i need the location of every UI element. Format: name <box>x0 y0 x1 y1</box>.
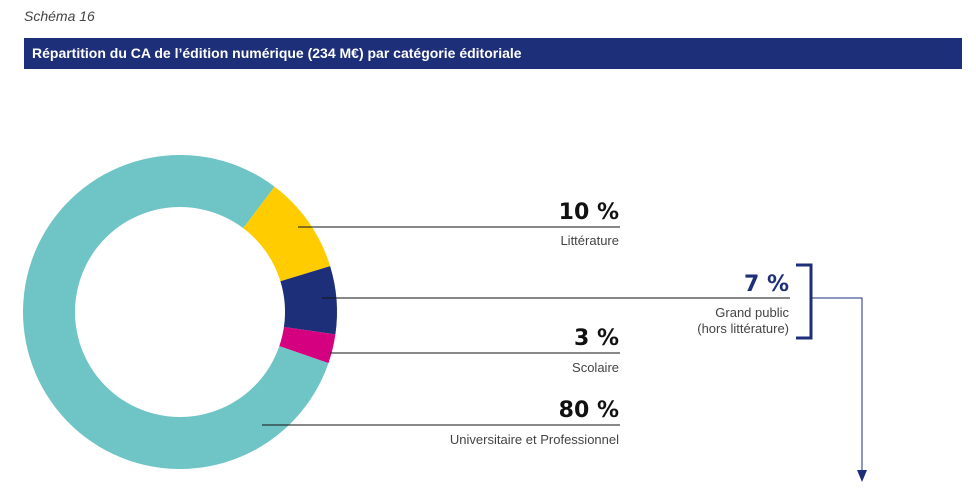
bracket-grand-public <box>796 263 813 340</box>
label-name-scolaire: Scolaire <box>572 360 619 375</box>
donut-slice-grand-public-hors-litt-rature <box>280 266 337 335</box>
donut-slice-litt-rature <box>243 186 331 282</box>
label-value-scolaire: 3 % <box>574 326 619 351</box>
label-value-universitaire: 80 % <box>559 398 619 423</box>
chart-title: Répartition du CA de l’édition numérique… <box>24 38 962 69</box>
arrow-down-icon <box>857 470 867 482</box>
label-name-litterature: Littérature <box>560 233 619 248</box>
label-value-litterature: 10 % <box>559 200 619 225</box>
donut-slice-universitaire-et-professionnel <box>22 155 329 469</box>
donut-slice-scolaire <box>279 326 336 364</box>
label-name-universitaire: Universitaire et Professionnel <box>450 432 619 447</box>
label-name-grand-public-line2: (hors littérature) <box>697 321 789 336</box>
label-value-grand-public: 7 % <box>744 272 789 297</box>
arrow-line <box>812 297 863 472</box>
schema-label: Schéma 16 <box>24 8 95 24</box>
label-name-grand-public-line1: Grand public <box>715 305 789 320</box>
